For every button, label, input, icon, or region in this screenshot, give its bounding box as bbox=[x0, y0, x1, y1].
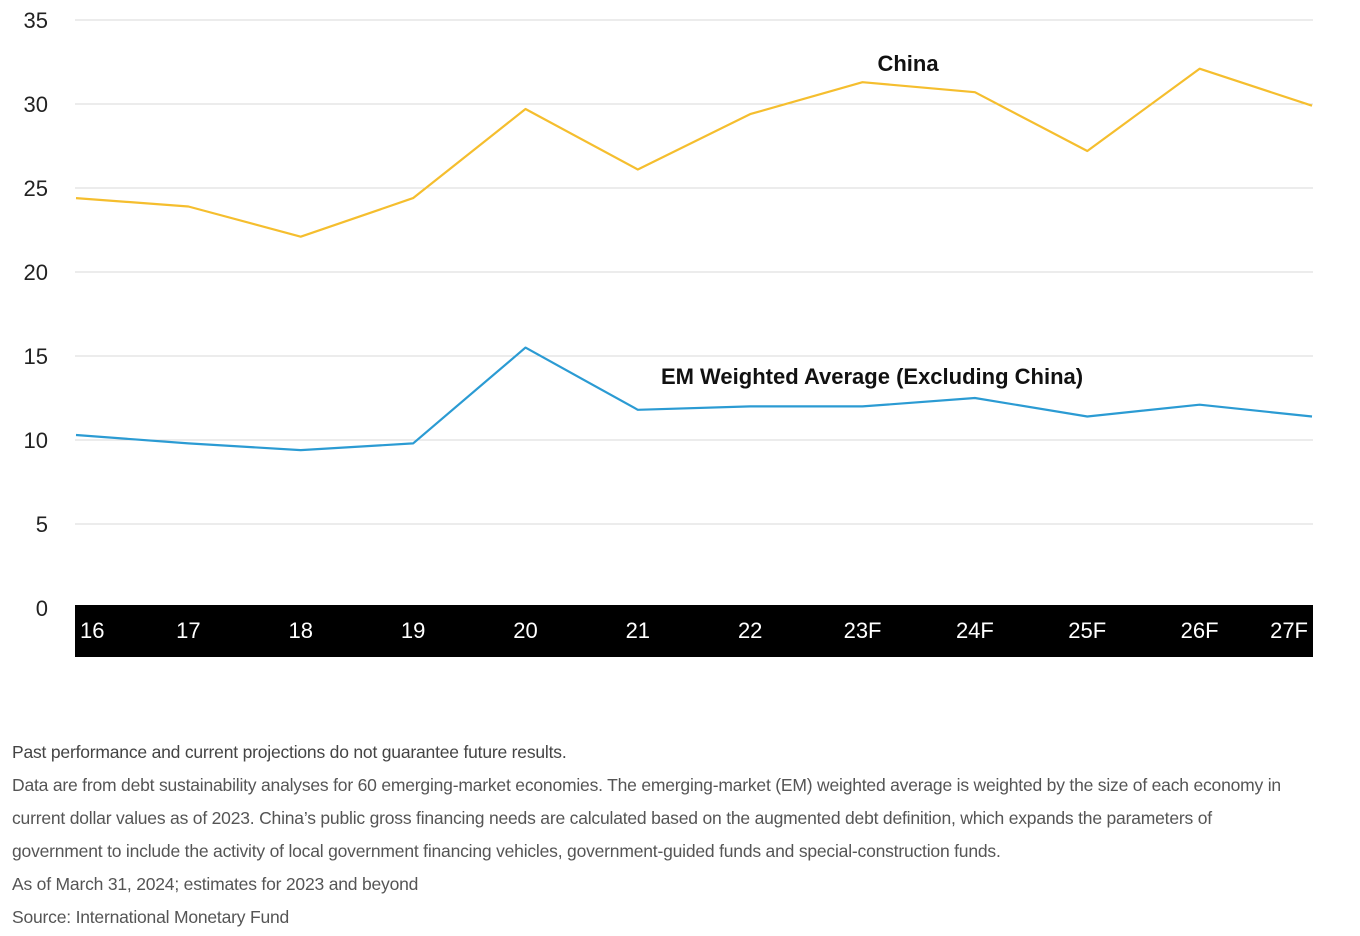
china-line bbox=[75, 67, 1313, 238]
footnote-line: Data are from debt sustainability analys… bbox=[12, 775, 1281, 795]
china-series-label: China bbox=[877, 51, 939, 76]
line-chart: 0 5 10 15 20 25 30 35 16 17 18 19 20 21 22 23F 24F 25F 26F… bbox=[24, 8, 1313, 657]
x-tick-label: 26F bbox=[1181, 618, 1219, 643]
x-tick-label: 23F bbox=[844, 618, 882, 643]
x-tick-label: 27F bbox=[1270, 618, 1308, 643]
x-tick-label: 20 bbox=[513, 618, 537, 643]
disclaimer-text: Past performance and current projections… bbox=[12, 742, 567, 762]
as-of-note: As of March 31, 2024; estimates for 2023… bbox=[12, 874, 419, 894]
x-tick-label: 19 bbox=[401, 618, 425, 643]
y-tick-label: 0 bbox=[36, 596, 48, 621]
x-axis-band bbox=[75, 605, 1313, 657]
y-tick-label: 5 bbox=[36, 512, 48, 537]
y-tick-label: 10 bbox=[24, 428, 48, 453]
x-tick-label: 25F bbox=[1068, 618, 1106, 643]
y-tick-label: 20 bbox=[24, 260, 48, 285]
y-tick-label: 15 bbox=[24, 344, 48, 369]
x-tick-label: 22 bbox=[738, 618, 762, 643]
em-average-line bbox=[75, 346, 1313, 452]
x-tick-label: 18 bbox=[288, 618, 312, 643]
footnote-line: current dollar values as of 2023. China’… bbox=[12, 808, 1212, 828]
footnote-line: government to include the activity of lo… bbox=[12, 841, 1001, 861]
source-note: Source: International Monetary Fund bbox=[12, 907, 290, 927]
y-tick-label: 30 bbox=[24, 92, 48, 117]
x-tick-label: 24F bbox=[956, 618, 994, 643]
x-tick-label: 17 bbox=[176, 618, 200, 643]
x-tick-label: 16 bbox=[80, 618, 104, 643]
y-tick-label: 35 bbox=[24, 8, 48, 33]
y-tick-label: 25 bbox=[24, 176, 48, 201]
em-series-label: EM Weighted Average (Excluding China) bbox=[661, 364, 1083, 389]
x-tick-label: 21 bbox=[626, 618, 650, 643]
footnotes: Past performance and current projections… bbox=[12, 736, 1342, 934]
